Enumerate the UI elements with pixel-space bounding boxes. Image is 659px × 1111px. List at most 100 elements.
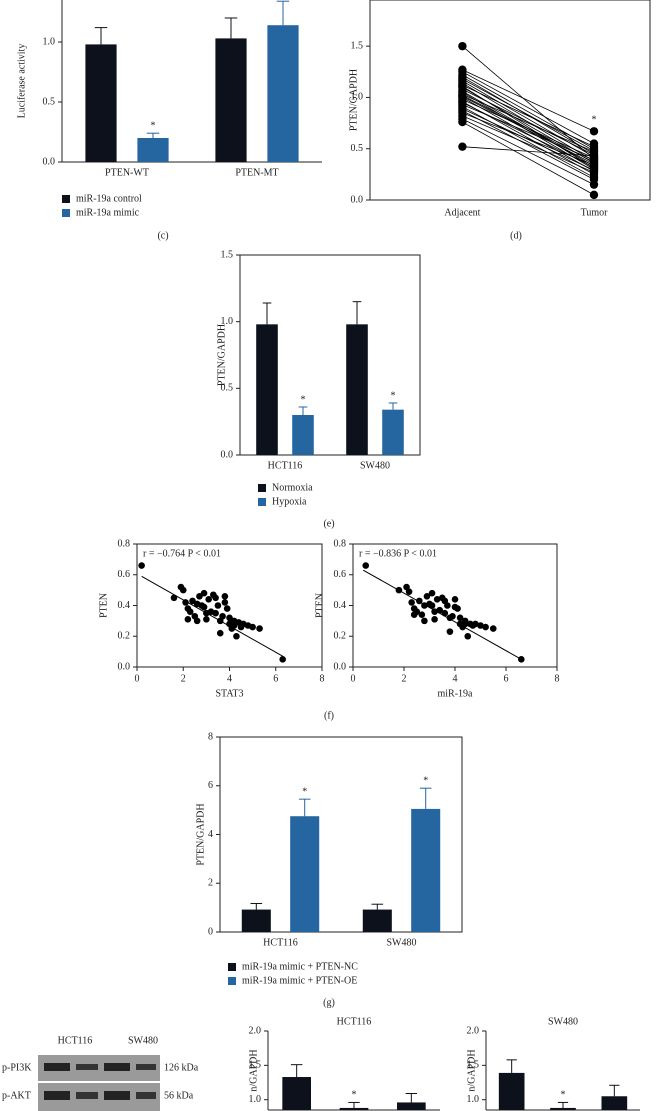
point (589, 180, 599, 189)
y-tick-label: 0.0 (118, 661, 131, 672)
y-tick-label: 0.5 (351, 143, 364, 154)
point (464, 632, 472, 640)
y-tick-label: 0.0 (221, 449, 234, 460)
point (433, 596, 441, 603)
point (451, 596, 459, 603)
y-axis-label: n/GAPDH (248, 1049, 259, 1091)
point (212, 609, 219, 617)
pair-line (462, 121, 595, 196)
legend-swatch (62, 195, 70, 203)
point (477, 622, 484, 629)
point (461, 620, 469, 628)
x-tick-label: 2 (181, 673, 186, 684)
x-tick-label: HCT116 (268, 460, 303, 471)
point (395, 586, 403, 594)
point (458, 142, 467, 151)
point (446, 628, 454, 635)
legend-swatch (228, 963, 236, 971)
x-tick-label: Adjacent (444, 207, 480, 218)
panel-label: (f) (324, 710, 334, 721)
point (428, 602, 436, 609)
pair-line (462, 112, 595, 166)
bar (241, 909, 271, 932)
significance-marker: * (151, 120, 156, 131)
bar (339, 1107, 369, 1110)
y-axis-label: n/GAPDH (466, 1049, 477, 1091)
significance-marker: * (391, 390, 396, 401)
bar (292, 415, 314, 455)
x-tick-label: 8 (555, 673, 560, 684)
plot-frame (136, 543, 323, 668)
point (458, 117, 467, 127)
point (233, 632, 240, 640)
plot-area (241, 787, 441, 932)
pair-line (462, 106, 595, 178)
x-tick-label: 6 (273, 673, 278, 684)
point (449, 612, 456, 620)
significance-marker: * (561, 1090, 566, 1101)
y-tick-label: 0.6 (334, 569, 347, 580)
y-tick-label: 2.0 (467, 1025, 480, 1036)
plot-area (498, 1059, 628, 1110)
plot-frame (369, 0, 651, 201)
pair-line (462, 78, 595, 152)
point (589, 157, 599, 167)
y-tick-label: 0.8 (118, 538, 131, 549)
point (589, 151, 599, 161)
y-axis-label: PTEN/GAPDH (348, 69, 359, 131)
y-tick-label: 2.0 (249, 1025, 262, 1036)
y-tick-label: 0.8 (334, 538, 347, 549)
chart-title: SW480 (548, 1016, 578, 1027)
y-axis-label: PTEN/GAPDH (216, 324, 227, 386)
y-tick-label: 4 (208, 829, 213, 840)
point (589, 127, 599, 136)
y-tick-label: 0.0 (334, 661, 347, 672)
x-tick-label: 4 (453, 673, 458, 684)
point (418, 611, 426, 619)
y-tick-label: 1.5 (467, 1060, 480, 1071)
bar (411, 808, 441, 932)
point (458, 41, 467, 51)
band (44, 1063, 70, 1071)
bar (601, 1096, 628, 1110)
x-tick-label: HCT116 (263, 937, 298, 948)
y-axis-label: PTEN (98, 593, 109, 618)
y-tick-label: 1.0 (221, 316, 234, 327)
bar (498, 1072, 525, 1110)
point (408, 599, 415, 606)
point (203, 616, 210, 623)
y-tick-label: 2 (208, 878, 213, 889)
y-tick-label: 1.0 (249, 1094, 262, 1105)
point (518, 656, 525, 663)
pair-line (462, 118, 595, 185)
pair-line (462, 96, 595, 165)
point (214, 602, 222, 609)
x-tick-label: SW480 (387, 937, 417, 948)
bar (267, 25, 299, 162)
blot-column: SW480 (128, 1035, 158, 1046)
point (182, 599, 189, 606)
pair-line (462, 84, 595, 148)
bar (346, 324, 368, 455)
legend-label: miR-19a mimic + PTEN-NC (242, 961, 358, 972)
legend-swatch (62, 209, 70, 217)
y-axis-label: PTEN (314, 593, 325, 618)
y-tick-label: 1.5 (249, 1060, 262, 1071)
trendline (141, 575, 283, 657)
y-tick-label: 0.4 (334, 600, 347, 611)
significance-marker: * (592, 115, 597, 126)
point (441, 597, 449, 605)
pair-line (462, 85, 595, 169)
x-tick-label: 2 (402, 673, 407, 684)
pair-line (462, 95, 595, 163)
pair-line (462, 97, 595, 172)
band (44, 1091, 70, 1100)
y-tick-label: 0.6 (118, 569, 131, 580)
y-tick-label: 1.5 (351, 40, 364, 51)
point (589, 164, 599, 173)
pair-line (462, 69, 595, 132)
point (431, 616, 438, 623)
y-tick-label: 0.0 (43, 156, 56, 167)
point (436, 606, 444, 614)
